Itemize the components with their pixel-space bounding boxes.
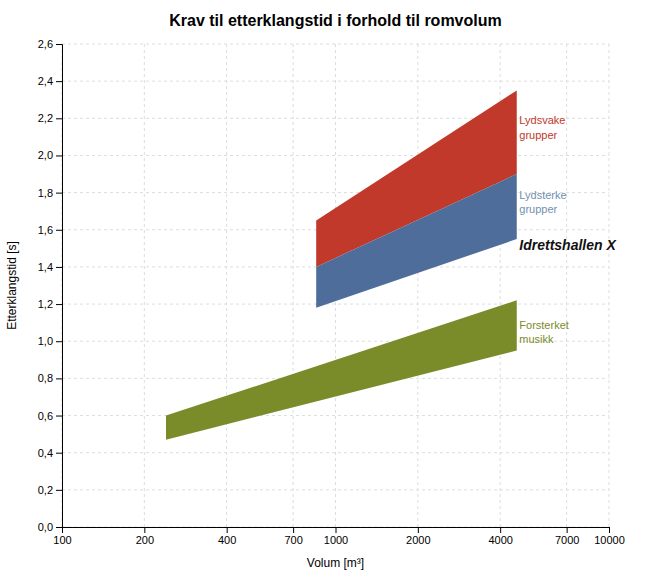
tick-mark (227, 527, 228, 533)
tick-mark (56, 44, 62, 45)
tick: 4000 (488, 527, 512, 546)
grid-line (62, 44, 609, 45)
tick-label: 1,6 (38, 224, 53, 236)
tick-label: 4000 (488, 534, 512, 546)
tick-label: 0,8 (38, 372, 53, 384)
y-label: Etterklangstid [s] (5, 241, 19, 330)
tick: 0,4 (38, 447, 62, 459)
tick: 1,4 (38, 261, 62, 273)
tick-mark (567, 527, 568, 533)
grid-line (62, 452, 609, 453)
plot: 1002004007001000200040007000100000,00,20… (38, 38, 625, 546)
tick-mark (56, 230, 62, 231)
band (166, 300, 517, 439)
tick-mark (56, 267, 62, 268)
tick-mark (56, 378, 62, 379)
tick: 7000 (555, 527, 579, 546)
tick: 200 (136, 527, 154, 546)
grid-line (62, 415, 609, 416)
tick-label: 2,4 (38, 75, 53, 87)
band-label: Lydsterkegrupper (519, 189, 566, 215)
tick-label: 700 (284, 534, 302, 546)
tick: 1000 (324, 527, 348, 546)
tick-mark (56, 193, 62, 194)
y-axis: 0,0 0,2 0,4 0,6 0,8 1,0 1,2 1,4 1,6 1,8 2,0 2,2 2,4 2… (38, 38, 63, 533)
tick-mark (500, 527, 501, 533)
tick-label: 1,8 (38, 187, 53, 199)
tick-label: 2,0 (38, 149, 53, 161)
tick-label: 0,2 (38, 484, 53, 496)
tick: 10000 (594, 527, 625, 546)
tick-mark (609, 527, 610, 533)
tick-label: 1,0 (38, 335, 53, 347)
tick-mark (144, 527, 145, 533)
chart: 1002004007001000200040007000100000,00,20… (0, 0, 657, 579)
grid-line (62, 489, 609, 490)
tick-mark (56, 155, 62, 156)
tick-label: 1000 (324, 534, 348, 546)
grid-line (566, 44, 567, 527)
tick: 100 (53, 527, 71, 546)
axis-line (63, 528, 610, 534)
tick-label: 200 (136, 534, 154, 546)
band-label: Lydsvakegrupper (519, 114, 565, 140)
tick-mark (56, 118, 62, 119)
grid-line (62, 155, 609, 156)
tick-label: 1,4 (38, 261, 53, 273)
band (316, 174, 517, 308)
tick-mark (56, 81, 62, 82)
grid-line (62, 304, 609, 305)
tick-mark (56, 453, 62, 454)
band-labels: Lydsvakegrupper Lydsterkegrupper Forsterke… (519, 114, 617, 345)
tick-mark (418, 527, 419, 533)
band-label: Forsterketmusikk (519, 319, 569, 345)
grid-line (293, 44, 294, 527)
tick: 2,0 (38, 149, 62, 161)
tick: 1,8 (38, 187, 62, 199)
grid-line (62, 81, 609, 82)
axis-line (56, 45, 63, 528)
tick-label: 100 (53, 534, 71, 546)
grid-line (144, 44, 145, 527)
tick-label: 10000 (594, 534, 625, 546)
tick-label: 0,6 (38, 410, 53, 422)
annotation: Idrettshallen X (519, 237, 617, 253)
tick-label: 0,4 (38, 447, 53, 459)
grid-line (417, 44, 418, 527)
grid (62, 44, 609, 527)
tick: 2000 (406, 527, 430, 546)
title: Krav til etterklangstid i forhold til ro… (169, 12, 501, 29)
tick-label: 2,2 (38, 112, 53, 124)
tick: 1,0 (38, 335, 62, 347)
tick-label: 1,2 (38, 298, 53, 310)
tick: 2,6 (38, 38, 62, 50)
tick: 1,6 (38, 224, 62, 236)
x-label: Volum [m³] (307, 556, 364, 570)
tick-label: 2000 (406, 534, 430, 546)
tick-mark (56, 527, 62, 528)
tick-mark (56, 416, 62, 417)
grid-line (226, 44, 227, 527)
tick-label: 7000 (555, 534, 579, 546)
tick: 0,6 (38, 410, 62, 422)
tick-label: 0,0 (38, 521, 53, 533)
tick: 2,4 (38, 75, 62, 87)
tick: 2,2 (38, 112, 62, 124)
x-axis: 100 200 400 700 1000 2000 4000 7000 10000 (53, 527, 624, 546)
tick: 0,8 (38, 372, 62, 384)
tick: 0,0 (38, 521, 62, 533)
grid-line (609, 44, 610, 527)
tick-mark (56, 304, 62, 305)
tick-mark (336, 527, 337, 533)
tick: 1,2 (38, 298, 62, 310)
tick-mark (293, 527, 294, 533)
tick-mark (56, 341, 62, 342)
tick-label: 400 (218, 534, 236, 546)
tick: 700 (284, 527, 302, 546)
tick: 0,2 (38, 484, 62, 496)
tick-label: 2,6 (38, 38, 53, 50)
tick: 400 (218, 527, 236, 546)
bands (166, 90, 517, 439)
tick-mark (56, 490, 62, 491)
